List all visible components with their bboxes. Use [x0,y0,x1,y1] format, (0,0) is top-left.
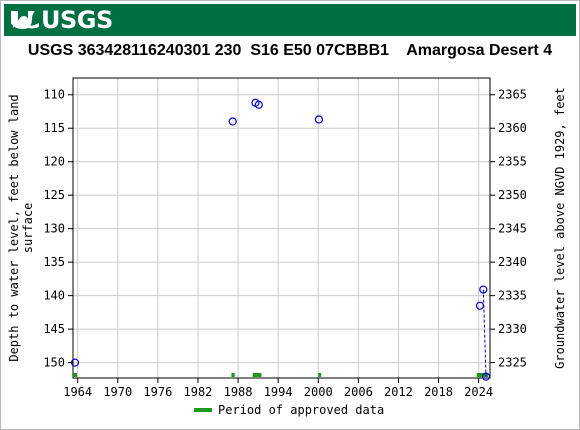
y-axis-right: 2325 2330 2335 2340 2345 2350 2355 2360 2365 [490,88,527,370]
x-tick-label: 2006 [344,385,373,399]
y-axis-left-label: Depth to water level, feet below landsur… [7,94,35,361]
y-right-tick-label: 2345 [498,222,527,236]
y-left-tick-label: 110 [43,88,65,102]
data-point [314,115,324,124]
y-left-tick-label: 130 [43,222,65,236]
y-axis-right-label: Groundwater level above NGVD 1929, feet [553,87,567,369]
x-tick-label: 1964 [63,385,92,399]
x-tick-label: 1976 [143,385,172,399]
usgs-logo[interactable]: USGS [10,7,113,33]
data-point [475,301,485,310]
series-dashed-line [482,289,487,377]
y-left-tick-label: 140 [43,289,65,303]
legend-label: Period of approved data [218,403,385,417]
data-point [228,117,237,126]
y-right-tick-label: 2365 [498,88,527,102]
y-left-tick-label: 145 [43,322,65,336]
x-tick-label: 2024 [464,385,493,399]
data-point [254,100,263,109]
y-right-tick-label: 2330 [498,322,527,336]
approved-period-bar [231,373,235,377]
y-right-tick-label: 2355 [498,155,527,169]
series-connector [482,289,487,377]
y-left-tick-label: 150 [43,356,65,370]
data-point [481,372,491,381]
chart-title: USGS 363428116240301 230 S16 E50 07CBBB1… [27,42,553,59]
y-axis-left: 110 115 120 125 130 135 140 145 150 [43,88,73,370]
grid [73,78,490,378]
approved-period-bar [252,373,262,377]
x-tick-label: 2012 [384,385,413,399]
usgs-wave-icon [11,11,39,29]
x-tick-label: 2000 [304,385,333,399]
approved-period-bar [73,373,78,377]
y-left-tick-label: 135 [43,255,65,269]
x-tick-label: 2018 [424,385,453,399]
plot-area [72,77,491,379]
legend-swatch-approved [194,408,212,412]
y-left-tick-label: 125 [43,188,65,202]
y-left-tick-label: 115 [43,121,65,135]
usgs-banner: USGS [4,4,576,36]
y-right-tick-label: 2325 [498,356,527,370]
y-left-tick-label: 120 [43,155,65,169]
y-right-tick-label: 2335 [498,289,527,303]
y-right-tick-label: 2340 [498,255,527,269]
x-tick-label: 1982 [184,385,213,399]
usgs-logo-text: USGS [41,6,113,34]
x-axis: 1964 1970 1976 1982 1988 1994 2000 2006 2012 2018… [63,378,493,399]
data-point [479,285,488,294]
approved-period-bar [318,373,322,377]
approved-periods [73,373,488,377]
y-right-tick-label: 2360 [498,121,527,135]
x-tick-label: 1970 [103,385,132,399]
y-right-tick-label: 2350 [498,188,527,202]
x-tick-label: 1994 [264,385,293,399]
x-tick-label: 1988 [224,385,253,399]
data-points [70,98,491,381]
